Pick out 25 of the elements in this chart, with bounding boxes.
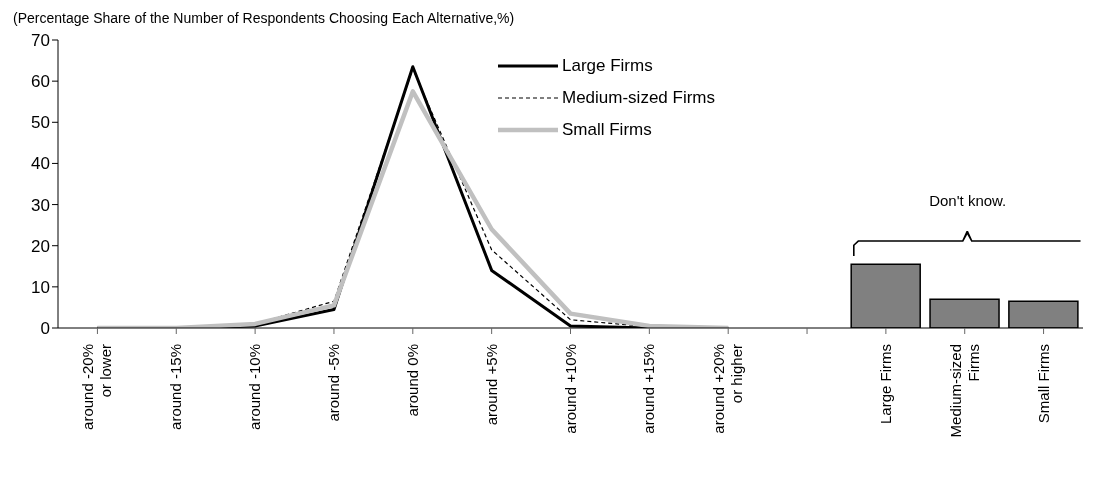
x-tick-label: around +5%	[482, 344, 500, 426]
x-tick-label: Medium-sized Firms	[946, 344, 982, 438]
x-tick-label: Large Firms	[876, 344, 894, 425]
y-tick-label: 20	[31, 236, 50, 256]
y-tick-label: 60	[31, 72, 50, 92]
x-tick-label: Small Firms	[1034, 344, 1052, 424]
annotation: Don't know.	[928, 192, 1008, 210]
x-tick-label: around 0%	[403, 344, 421, 417]
y-tick-label: 70	[31, 31, 50, 51]
x-tick-label: around -20% or lower	[79, 344, 115, 430]
y-tick-label: 40	[31, 154, 50, 174]
legend-label: Medium-sized Firms	[562, 88, 716, 108]
x-tick-label: around +15%	[640, 344, 658, 434]
y-tick-label: 0	[40, 319, 50, 339]
legend-label: Small Firms	[562, 120, 652, 140]
x-tick-label: around -5%	[324, 344, 342, 422]
y-tick-label: 50	[31, 113, 50, 133]
x-tick-label: around +10%	[561, 344, 579, 434]
x-tick-label: around -10%	[246, 344, 264, 430]
legend-label: Large Firms	[562, 56, 653, 76]
x-tick-label: around +20% or higher	[710, 344, 746, 434]
y-tick-label: 10	[31, 277, 50, 297]
y-tick-label: 30	[31, 195, 50, 215]
x-tick-label: around -15%	[167, 344, 185, 430]
y-axis-title: (Percentage Share of the Number of Respondents Choosing Each Alternative,%)	[13, 10, 515, 26]
